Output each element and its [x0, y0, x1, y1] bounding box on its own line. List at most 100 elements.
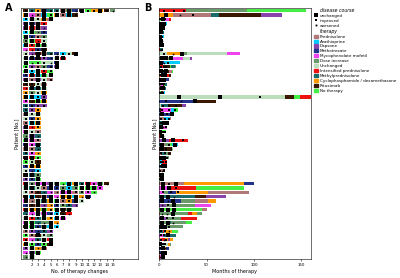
Bar [91, 182, 97, 185]
Bar [41, 247, 47, 250]
Bar [72, 203, 78, 207]
Bar [164, 22, 166, 25]
Bar [159, 91, 160, 95]
Bar [29, 31, 34, 34]
Bar [29, 143, 34, 146]
Bar [163, 87, 166, 90]
Bar [79, 9, 84, 12]
Bar [35, 217, 41, 220]
Bar [29, 165, 34, 168]
Bar [48, 225, 53, 229]
Bar [35, 74, 41, 77]
Bar [211, 13, 219, 17]
Bar [161, 134, 164, 138]
Bar [22, 35, 28, 38]
Bar [22, 95, 28, 99]
Bar [79, 199, 84, 202]
Bar [35, 9, 41, 12]
Bar [159, 191, 164, 194]
Bar [35, 251, 41, 254]
Bar [22, 113, 28, 116]
Bar [35, 169, 41, 172]
Bar [29, 212, 34, 215]
Bar [22, 186, 28, 190]
Bar [159, 234, 163, 237]
Bar [163, 126, 167, 129]
Bar [219, 13, 261, 17]
Bar [48, 18, 53, 21]
Bar [72, 52, 78, 56]
Bar [168, 238, 170, 241]
Bar [165, 70, 166, 73]
Bar [41, 78, 47, 81]
Bar [159, 13, 173, 17]
Bar [54, 52, 60, 56]
Bar [159, 199, 180, 202]
Bar [22, 48, 28, 51]
Bar [48, 70, 53, 73]
Bar [48, 199, 53, 202]
Bar [29, 52, 34, 56]
Bar [35, 100, 41, 103]
Bar [166, 22, 167, 25]
Bar [54, 212, 60, 215]
Bar [163, 143, 165, 146]
Bar [54, 195, 60, 198]
Bar [22, 247, 28, 250]
Bar [208, 199, 216, 202]
Bar [35, 44, 41, 47]
Bar [161, 173, 162, 177]
Bar [173, 147, 174, 151]
Bar [22, 65, 28, 68]
Bar [160, 169, 163, 172]
Bar [60, 186, 66, 190]
Bar [22, 61, 28, 64]
Bar [22, 160, 28, 163]
Bar [29, 139, 34, 142]
Bar [159, 70, 165, 73]
Bar [35, 121, 41, 125]
Bar [22, 182, 28, 185]
Bar [22, 130, 28, 133]
Bar [79, 195, 84, 198]
Y-axis label: Patient [No.]: Patient [No.] [152, 119, 157, 149]
Bar [160, 108, 161, 112]
Bar [160, 65, 163, 68]
Bar [35, 186, 41, 190]
Bar [29, 195, 34, 198]
Bar [159, 52, 167, 56]
Bar [29, 39, 34, 43]
Bar [48, 65, 53, 68]
Bar [160, 39, 161, 43]
Bar [172, 143, 178, 146]
Bar [35, 230, 41, 233]
Bar [29, 70, 34, 73]
Bar [41, 212, 47, 215]
Bar [162, 18, 169, 21]
Bar [166, 217, 181, 220]
Bar [35, 203, 41, 207]
Bar [29, 87, 34, 90]
Bar [159, 186, 169, 190]
Bar [164, 113, 174, 116]
Bar [22, 52, 28, 56]
Bar [48, 195, 53, 198]
Bar [104, 182, 109, 185]
Bar [29, 130, 34, 133]
Bar [29, 230, 34, 233]
Bar [164, 83, 165, 86]
Bar [160, 251, 162, 254]
Bar [162, 160, 164, 163]
Bar [48, 74, 53, 77]
Bar [177, 212, 188, 215]
Bar [22, 13, 28, 17]
Bar [22, 18, 28, 21]
Bar [162, 255, 164, 259]
Bar [172, 147, 173, 151]
Bar [35, 178, 41, 181]
Bar [35, 117, 41, 120]
Bar [247, 9, 306, 12]
Bar [48, 203, 53, 207]
Bar [22, 203, 28, 207]
Bar [48, 56, 53, 60]
